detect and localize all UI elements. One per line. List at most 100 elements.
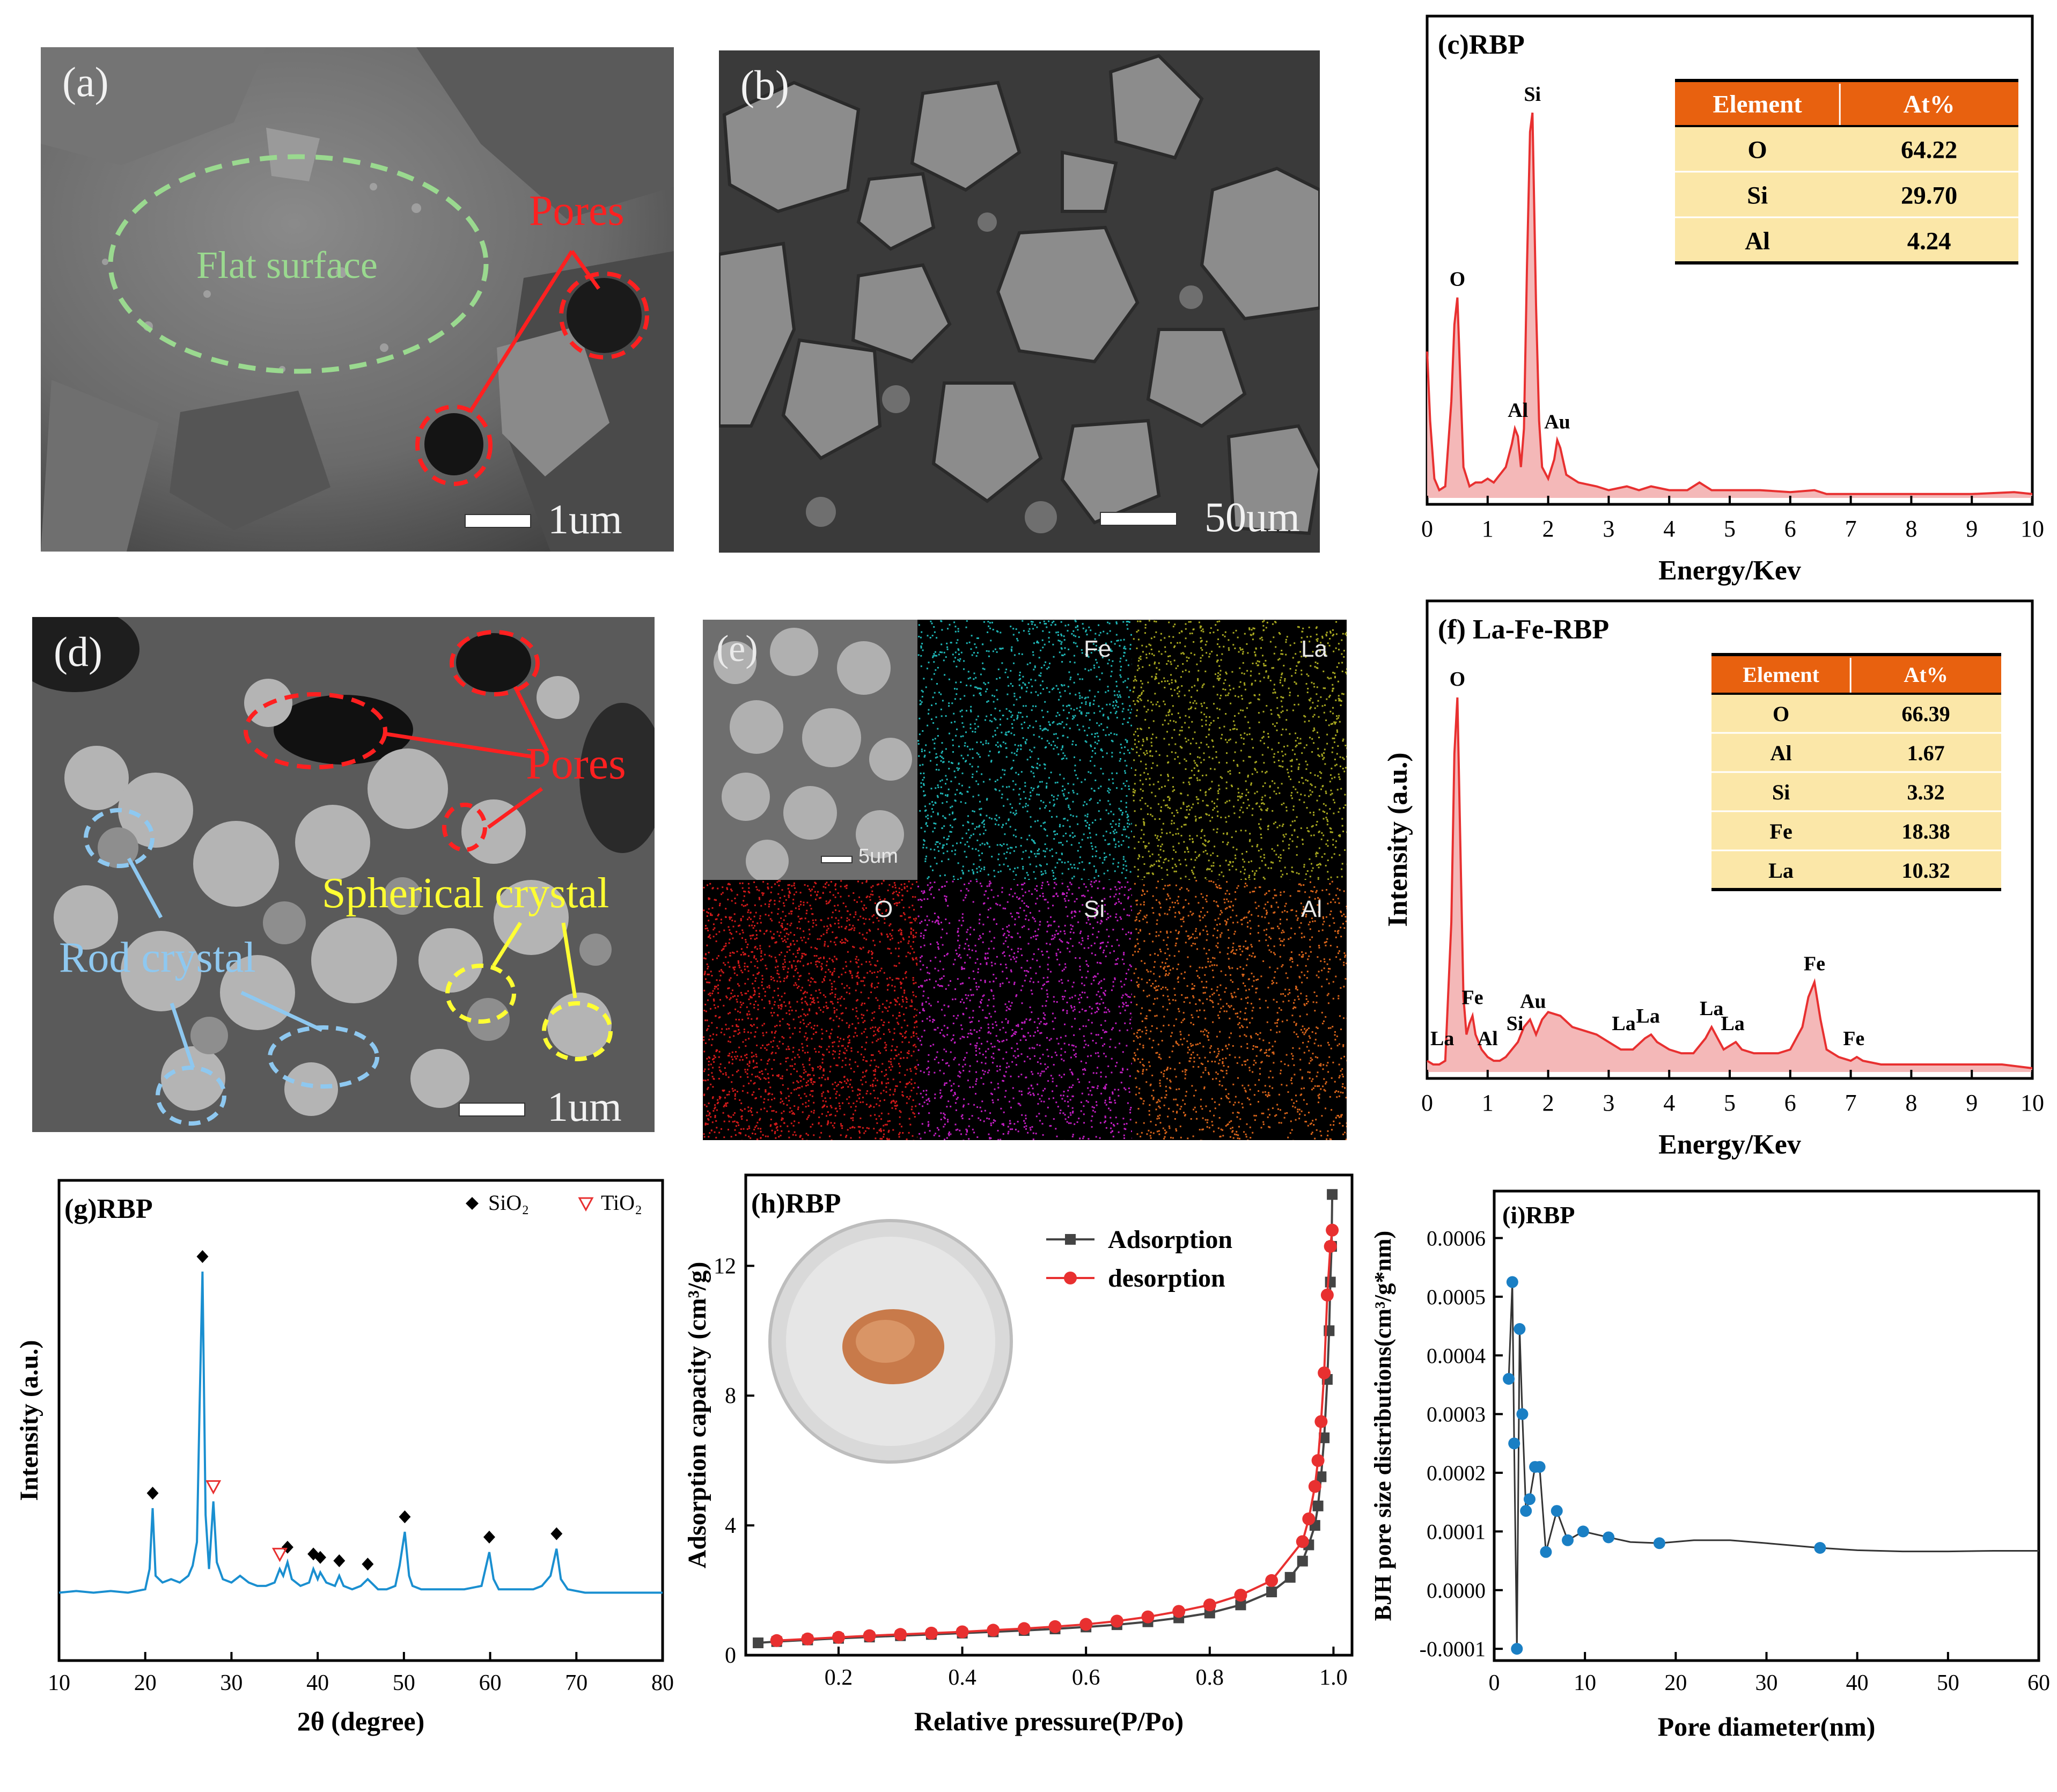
bjh-point: [1514, 1323, 1526, 1335]
map-dots: [1132, 880, 1347, 1140]
legend-desorption-marker: [1064, 1272, 1077, 1284]
table-cell-element: La: [1768, 858, 1794, 883]
table-row-bg: [1675, 172, 2018, 217]
adsorption-point: [1319, 1432, 1330, 1443]
bjh-point: [1511, 1643, 1523, 1655]
desorption-point: [1048, 1620, 1062, 1633]
desorption-point: [924, 1626, 938, 1640]
peak-label: Al: [1478, 1027, 1498, 1050]
rod-ellipse-1: [84, 808, 155, 868]
chart-title: (f) La-Fe-RBP: [1438, 614, 1609, 645]
plot-frame: [57, 1179, 664, 1662]
bjh-point: [1540, 1546, 1552, 1558]
pore-ellipse-1: [559, 271, 649, 359]
desorption-point: [1320, 1288, 1334, 1302]
map-dots: [1132, 620, 1347, 882]
adsorption-point: [1325, 1276, 1336, 1288]
spherical-crystal-label: Spherical crystal: [322, 870, 609, 917]
adsorption-point: [1235, 1599, 1246, 1611]
plot-frame: [1493, 1189, 2040, 1662]
x-tick-label: 50: [393, 1671, 415, 1695]
x-tick-label: 9: [1966, 1090, 1978, 1116]
adsorption-point: [1312, 1500, 1324, 1511]
x-tick-label: 10: [48, 1671, 70, 1695]
adsorption-point: [1284, 1571, 1296, 1583]
peak-label: Au: [1520, 990, 1546, 1012]
peak-label: Fe: [1462, 986, 1483, 1009]
table-cell-value: 1.67: [1907, 741, 1944, 765]
bjh-point: [1508, 1437, 1520, 1450]
legend-tio2-label: TiO₂: [601, 1191, 642, 1215]
sio2-marker: [362, 1558, 374, 1571]
desorption-point: [1017, 1622, 1031, 1635]
flat-surface-ellipse: [108, 154, 489, 374]
table-header-element: Element: [1713, 91, 1803, 119]
x-tick-label: 2: [1542, 1090, 1554, 1116]
pore-ellipse-2: [415, 405, 493, 486]
y-tick-label: 0.0000: [1427, 1578, 1486, 1603]
x-tick-label: 0.4: [948, 1665, 976, 1690]
panel-label-e: (e): [716, 628, 758, 670]
x-tick-label: 40: [1846, 1671, 1869, 1695]
adsorption-point: [1327, 1189, 1338, 1200]
y-tick-label: 12: [714, 1254, 736, 1279]
spectrum-line: [1426, 697, 2033, 1069]
map-tile-si: Si: [917, 880, 1134, 1140]
sio2-marker: [314, 1551, 326, 1564]
chart-title: (i)RBP: [1502, 1201, 1575, 1229]
desorption-point: [1079, 1618, 1093, 1631]
si-map-dots: [917, 880, 1134, 1140]
map-label-si: Si: [1084, 896, 1105, 922]
x-axis-label: Energy/Kev: [1658, 1129, 1801, 1160]
bjh-point: [1533, 1461, 1546, 1473]
desorption-point: [770, 1634, 783, 1647]
spherical-arrow-2: [561, 922, 577, 998]
pore-arrow-d2: [513, 686, 549, 752]
table-row-bg: [1711, 733, 2001, 772]
annotation-overlay-a: [108, 154, 649, 486]
map-tile-sem: 5um: [703, 620, 917, 883]
peak-label: La: [1612, 1012, 1635, 1035]
bjh-point: [1523, 1493, 1536, 1505]
la-map-dots: [1132, 620, 1347, 882]
x-tick-label: 20: [1664, 1671, 1687, 1695]
x-tick-label: 3: [1603, 516, 1614, 542]
table-row-bg: [1711, 772, 2001, 811]
sio2-marker: [483, 1530, 495, 1544]
peak-label: La: [1721, 1012, 1744, 1035]
desorption-point: [832, 1631, 845, 1644]
y-tick-label: 0.0004: [1427, 1343, 1486, 1368]
scale-label-b: 50um: [1204, 494, 1300, 540]
desorption-point: [1234, 1589, 1247, 1602]
desorption-point: [1314, 1415, 1328, 1428]
eds-spectrum-chart-c: (c)RBPSiOAlAu012345678910Energy/KevInten…: [1421, 14, 2044, 586]
y-tick-label: 0.0003: [1427, 1402, 1486, 1427]
legend-adsorption-label: Adsorption: [1108, 1225, 1232, 1254]
table-cell-value: 3.32: [1907, 780, 1944, 804]
xrd-chart-g: (g)RBP SiO₂ TiO₂ 10 20 30 40 50 60 70 80 2θ (degree…: [15, 1179, 674, 1736]
y-tick-label: 8: [725, 1384, 736, 1408]
rod-ellipse-3: [156, 1066, 226, 1126]
x-tick-label: 5: [1724, 1090, 1736, 1116]
rod-arrow-3: [170, 1002, 195, 1069]
y-tick-label: 0.0001: [1427, 1519, 1486, 1544]
table-cell-value: 10.32: [1901, 858, 1950, 883]
bjh-point: [1562, 1534, 1574, 1546]
bjh-point: [1577, 1525, 1589, 1538]
table-cell-element: Al: [1771, 741, 1792, 765]
sio2-marker: [196, 1250, 209, 1263]
xrd-line: [58, 1271, 663, 1594]
sem-image-a: (a) Flat surface Pores 1um: [41, 47, 674, 552]
map-dots: [917, 620, 1134, 882]
table-header-bg: [1711, 655, 2001, 694]
x-tick-label: 6: [1784, 1090, 1796, 1116]
bjh-point: [1814, 1542, 1826, 1554]
sem-texture-e: [703, 620, 917, 883]
map-tile-fe: Fe: [917, 620, 1134, 882]
table-header-atpct: At%: [1904, 663, 1948, 687]
y-axis-label: Intensity (a.u.): [1383, 752, 1413, 927]
y-axis-label: BJH pore size distributions(cm³/g*nm): [1370, 1231, 1396, 1621]
o-map-dots: [703, 880, 919, 1140]
pores-label-a: Pores: [529, 187, 625, 234]
pore-arrow-2: [468, 250, 574, 413]
